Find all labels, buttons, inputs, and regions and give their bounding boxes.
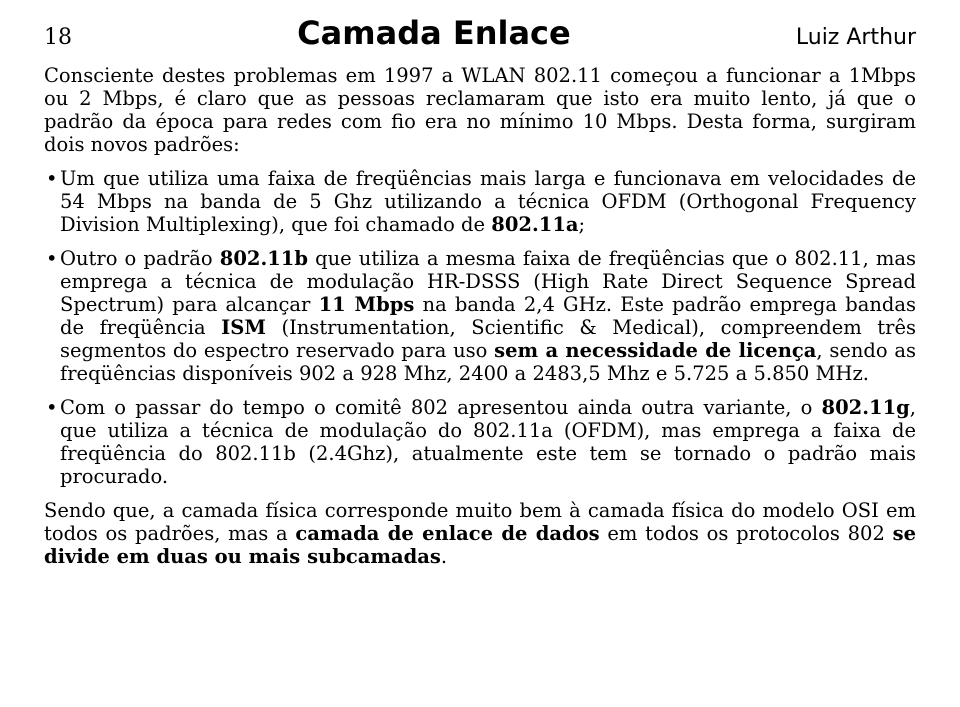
text: . <box>441 545 447 568</box>
paragraph-closing: Sendo que, a camada física corresponde m… <box>44 499 916 568</box>
paragraph-intro: Consciente destes problemas em 1997 a WL… <box>44 64 916 156</box>
bullet-80211b: Outro o padrão 802.11b que utiliza a mes… <box>44 247 916 385</box>
body-text: Consciente destes problemas em 1997 a WL… <box>44 64 916 568</box>
page-title: Camada Enlace <box>72 14 796 52</box>
bold-ism: ISM <box>221 316 266 339</box>
text: Um que utiliza uma faixa de freqüências … <box>60 167 916 236</box>
text: em todos os protocolos 802 <box>600 522 893 545</box>
bold-80211a: 802.11a <box>491 213 578 236</box>
bold-camada-enlace: camada de enlace de dados <box>295 522 599 545</box>
text: Com o passar do tempo o comitê 802 apres… <box>60 396 822 419</box>
text: Outro o padrão <box>60 247 220 270</box>
page-number: 18 <box>44 25 72 50</box>
bold-sem-licenca: sem a necessidade de licença <box>494 339 816 362</box>
bullet-80211a: Um que utiliza uma faixa de freqüências … <box>44 167 916 236</box>
text: ; <box>579 213 586 236</box>
bullet-80211g: Com o passar do tempo o comitê 802 apres… <box>44 396 916 488</box>
bold-80211b: 802.11b <box>220 247 308 270</box>
author-name: Luiz Arthur <box>796 25 916 50</box>
bold-80211g: 802.11g <box>822 396 910 419</box>
page: 18 Camada Enlace Luiz Arthur Consciente … <box>0 0 960 707</box>
header: 18 Camada Enlace Luiz Arthur <box>44 14 916 52</box>
bold-11mbps: 11 Mbps <box>319 293 415 316</box>
